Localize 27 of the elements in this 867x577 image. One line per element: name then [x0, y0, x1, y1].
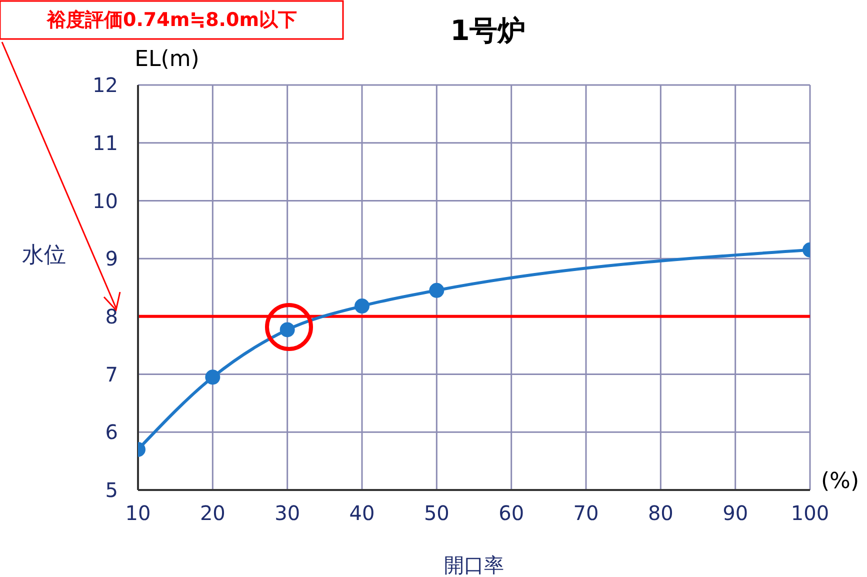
point	[354, 298, 370, 314]
y-tick-label: 7	[105, 362, 118, 386]
x-tick-label: 40	[349, 501, 375, 526]
chart-title: 1号炉	[450, 14, 526, 47]
x-tick-label: 70	[573, 501, 599, 526]
text: EL(m)	[134, 47, 200, 72]
x-tick-label: 50	[424, 501, 450, 526]
y-tick-label: 11	[92, 130, 118, 155]
text: 裕度評価0.74m≒8.0m以下	[46, 9, 298, 31]
y-tick-label: 5	[105, 478, 118, 502]
x-tick-label: 90	[722, 501, 748, 526]
y-tick-label: 9	[105, 246, 118, 271]
x-tick-label: 100	[790, 501, 830, 526]
x-tick-label: 30	[274, 501, 300, 526]
x-axis-title: 開口率	[444, 553, 504, 577]
x-tick-label: 80	[648, 501, 674, 526]
y-tick-label: 10	[92, 188, 118, 213]
text: (%)	[820, 469, 860, 494]
y-tick-label: 6	[105, 420, 118, 444]
y-tick-label: 12	[92, 73, 118, 98]
point	[429, 282, 444, 298]
x-tick-label: 60	[498, 501, 524, 526]
point	[205, 370, 220, 385]
x-tick-label: 10	[125, 501, 151, 526]
y-tick-label: 8	[105, 304, 118, 329]
y-axis-title: 水位	[22, 243, 66, 268]
x-tick-label: 20	[200, 501, 226, 526]
